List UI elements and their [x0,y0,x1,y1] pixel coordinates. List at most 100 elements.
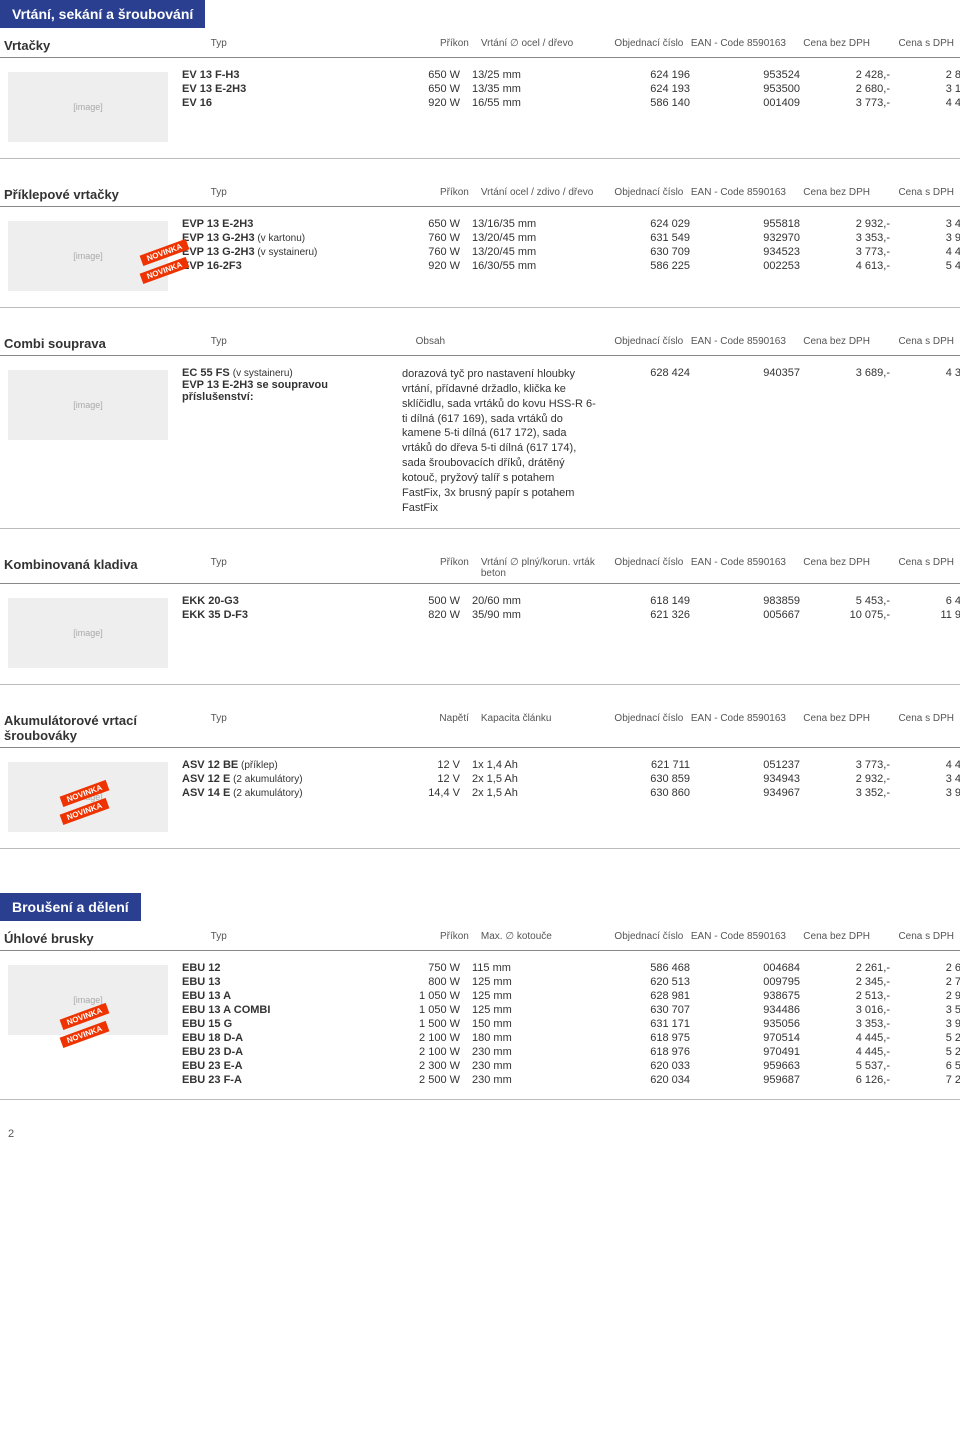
section-body: [image]NOVINKANOVINKAEVP 13 E-2H3650 W13… [0,207,960,308]
cell-bez: 3 353,- [806,232,896,244]
product-image-cell: [image] [0,68,176,146]
cell-obj: 628 981 [596,990,696,1002]
cell-col3: 16/55 mm [466,97,596,109]
cell-s: 4 490,- [896,246,960,258]
section-body: [image]EKK 20-G3500 W20/60 mm618 1499838… [0,584,960,685]
section-title: Vrtačky [0,38,205,53]
cell-obj: 620 034 [596,1074,696,1086]
cell-typ: EBU 23 F-A [176,1074,396,1086]
cell-col3: 13/16/35 mm [466,218,596,230]
cell-ean: 983859 [696,595,806,607]
cell-col2: 800 W [396,976,466,988]
column-header: Cena s DPH [876,931,960,946]
cell-typ: EKK 35 D-F3 [176,609,396,621]
cell-ean: 051237 [696,759,806,771]
cell-col2: 1 500 W [396,1018,466,1030]
cell-col2: 2 100 W [396,1032,466,1044]
product-image-placeholder: [image] [8,370,168,440]
column-header: Cena bez DPH [792,187,876,202]
product-section: Akumulátorové vrtací šroubovákyTypNapětí… [0,709,960,849]
cell-s: 7 290,- [896,1074,960,1086]
cell-bez: 5 453,- [806,595,896,607]
cell-ean: 953500 [696,83,806,95]
cell-obj: 630 860 [596,787,696,799]
cell-ean: 934943 [696,773,806,785]
column-header: EAN - Code 8590163 [689,557,792,579]
column-header: Objednací číslo [596,38,689,53]
cell-col3: 13/35 mm [466,83,596,95]
cell-typ: EKK 20-G3 [176,595,396,607]
cell-obj: 621 711 [596,759,696,771]
cell-s: 3 990,- [896,787,960,799]
cell-obj: 620 033 [596,1060,696,1072]
cell-col3: 230 mm [466,1074,596,1086]
cell-s: 2 990,- [896,990,960,1002]
cell-col3: 125 mm [466,1004,596,1016]
cell-col2: 760 W [396,232,466,244]
cell-obj: 621 326 [596,609,696,621]
cell-typ: EBU 15 G [176,1018,396,1030]
cell-ean: 940357 [696,367,806,515]
product-image-cell: [image]NOVINKANOVINKA [0,961,176,1087]
rows-container: EVP 13 E-2H3650 W13/16/35 mm624 02995581… [176,217,960,295]
cell-ean: 953524 [696,69,806,81]
column-header: Typ [205,336,410,351]
rows-container: EBU 12750 W115 mm586 4680046842 261,-2 6… [176,961,960,1087]
cell-col3: 125 mm [466,976,596,988]
table-row: EV 13 F-H3650 W13/25 mm624 1969535242 42… [176,68,960,82]
section-body: [image]NOVINKANOVINKAEBU 12750 W115 mm58… [0,951,960,1100]
cell-s: 3 990,- [896,232,960,244]
cell-bez: 2 932,- [806,773,896,785]
cell-col2: 760 W [396,246,466,258]
cell-typ: EVP 13 G-2H3 (v systaineru) [176,246,396,258]
cell-col2: 14,4 V [396,787,466,799]
section-header-row: Úhlové bruskyTypPříkonMax. ∅ kotoučeObje… [0,927,960,951]
column-header: Objednací číslo [596,336,689,351]
cell-bez: 2 261,- [806,962,896,974]
cell-s: 6 590,- [896,1060,960,1072]
section-title: Úhlové brusky [0,931,205,946]
cell-ean: 959663 [696,1060,806,1072]
section-header-row: Příklepové vrtačkyTypPříkonVrtání ocel /… [0,183,960,207]
cell-ean: 934523 [696,246,806,258]
cell-obj: 586 225 [596,260,696,272]
cell-description: dorazová tyč pro nastavení hloubky vrtán… [396,367,596,515]
cell-ean: 002253 [696,260,806,272]
cell-ean: 970514 [696,1032,806,1044]
rows-container: EV 13 F-H3650 W13/25 mm624 1969535242 42… [176,68,960,146]
column-header: Napětí [409,713,474,743]
cell-typ: EBU 18 D-A [176,1032,396,1044]
cell-s: 4 390,- [896,367,960,515]
cell-ean: 934486 [696,1004,806,1016]
table-row: EVP 13 G-2H3 (v kartonu)760 W13/20/45 mm… [176,231,960,245]
cell-col3: 150 mm [466,1018,596,1030]
section-header-row: Kombinovaná kladivaTypPříkonVrtání ∅ pln… [0,553,960,584]
table-row: EBU 13 A COMBI1 050 W125 mm630 707934486… [176,1003,960,1017]
column-header: Objednací číslo [596,557,689,579]
table-row: EBU 13 A1 050 W125 mm628 9819386752 513,… [176,989,960,1003]
cell-col3: 13/20/45 mm [466,232,596,244]
cell-bez: 4 613,- [806,260,896,272]
cell-obj: 631 171 [596,1018,696,1030]
cell-typ: EV 13 E-2H3 [176,83,396,95]
cell-ean: 004684 [696,962,806,974]
product-image-cell: [image] [0,594,176,672]
table-row: EBU 15 G1 500 W150 mm631 1719350563 353,… [176,1017,960,1031]
column-header: EAN - Code 8590163 [689,336,792,351]
table-row: EVP 13 E-2H3650 W13/16/35 mm624 02995581… [176,217,960,231]
section-body: [image]EC 55 FS (v systaineru)EVP 13 E-2… [0,356,960,529]
cell-s: 5 290,- [896,1032,960,1044]
rows-container: EKK 20-G3500 W20/60 mm618 1499838595 453… [176,594,960,672]
cell-ean: 938675 [696,990,806,1002]
column-header: Příkon [409,187,474,202]
cell-col2: 1 050 W [396,1004,466,1016]
product-image-cell: [image] [0,366,176,516]
rows-container: EC 55 FS (v systaineru)EVP 13 E-2H3 se s… [176,366,960,516]
cell-obj: 628 424 [596,367,696,515]
column-header: Cena bez DPH [792,38,876,53]
cell-col2: 1 050 W [396,990,466,1002]
cell-s: 3 190,- [896,83,960,95]
column-header: Cena bez DPH [792,336,876,351]
column-header: EAN - Code 8590163 [689,713,792,743]
cell-typ: EVP 13 G-2H3 (v kartonu) [176,232,396,244]
